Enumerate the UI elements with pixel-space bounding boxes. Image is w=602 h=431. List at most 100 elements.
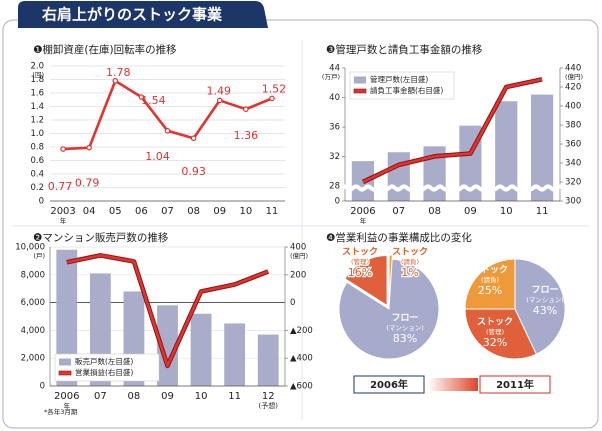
axis-break	[339, 184, 571, 192]
y-unit: (万戸)	[322, 73, 340, 81]
y2-unit: (億円)	[565, 72, 583, 81]
slice-subname: (管理)	[486, 327, 504, 336]
bar	[495, 101, 518, 201]
y-tick-label: 0.6	[30, 156, 44, 166]
y-unit: (回)	[32, 71, 44, 79]
bar	[190, 313, 212, 386]
y-unit: (戸)	[33, 252, 45, 260]
y-tick-label: 0	[335, 197, 340, 207]
legend-swatch	[353, 88, 367, 94]
y2-tick-label: 380	[565, 121, 581, 131]
x-tick-label: 2003	[50, 206, 75, 217]
bar	[224, 323, 246, 386]
y2-unit: (億円)	[290, 251, 308, 260]
y-tick-label: 0.8	[30, 143, 44, 153]
slice-value: 32%	[483, 336, 507, 349]
y-tick-label: 40	[329, 93, 340, 103]
y-tick-label: 4,000	[21, 326, 45, 336]
x-tick-label: 11	[266, 206, 279, 217]
y-tick-label: 32	[329, 152, 340, 162]
y-tick-label: 8,000	[21, 270, 45, 280]
slice-value: 1%	[401, 266, 418, 279]
legend-label: 営業損益(右目盛)	[75, 367, 133, 377]
y-tick-label: 0.4	[30, 170, 44, 180]
y-tick-label: 2.0	[30, 62, 44, 72]
y2-tick-label: 340	[565, 159, 581, 169]
marker	[190, 135, 197, 142]
x-tick-label: 08	[187, 206, 200, 217]
y-tick-label: 1.0	[30, 129, 44, 139]
slice-subname: (請負)	[401, 257, 419, 266]
data-label: 1.49	[206, 84, 231, 97]
chart-title: ❷マンション販売戸数の推移	[33, 231, 169, 244]
x-tick-label: 2006	[54, 391, 79, 402]
data-label: 1.78	[106, 66, 131, 79]
x-tick-label: 07	[94, 391, 107, 402]
legend-swatch	[58, 370, 72, 376]
y-tick-label: 36	[329, 123, 340, 133]
pie-slice	[464, 258, 516, 310]
y-tick-label: 6,000	[21, 298, 45, 308]
legend-label: 請負工事金額(右目盛)	[370, 85, 443, 95]
y-tick-label: 0.2	[30, 183, 44, 193]
header-title: 右肩上がりのストック事業	[42, 6, 223, 24]
slice-subname: (マンション)	[526, 296, 564, 304]
data-label: 1.52	[262, 82, 287, 95]
chart-title: ❸管理戸数と請負工事金額の推移	[326, 43, 483, 56]
slice-name: ストック	[342, 247, 378, 258]
slice-subname: (マンション)	[386, 324, 424, 332]
footnote: *各年3月期	[44, 407, 78, 416]
y2-tick-label: 300	[565, 197, 581, 207]
chart-title: ❶棚卸資産(在庫)回転率の推移	[33, 43, 177, 56]
y-tick-label: 28	[329, 182, 340, 192]
year-label: 2006年	[370, 378, 408, 391]
y2-tick-label: ▲400	[290, 354, 313, 364]
legend-box	[349, 71, 455, 100]
y-tick-label: 1.2	[30, 116, 44, 126]
bar	[530, 94, 554, 201]
y-tick-label: 0	[40, 382, 45, 392]
x-tick-label: 09	[464, 206, 477, 217]
pie-slice	[514, 258, 566, 355]
transition-bar	[428, 378, 478, 391]
y2-tick-label: 320	[565, 178, 581, 188]
chart-title: ❹営業利益の事業構成比の変化	[326, 231, 472, 244]
year-box	[479, 375, 551, 394]
x-tick-label: 09	[161, 391, 174, 402]
x-tick-label: 2006	[350, 206, 375, 217]
y-tick-label: 1.4	[30, 102, 44, 112]
data-label: 0.93	[181, 165, 206, 178]
y-tick-label: 44	[329, 64, 340, 74]
slice-name: フロー	[391, 314, 418, 324]
data-label: 1.36	[234, 129, 259, 142]
line	[362, 78, 543, 184]
year-box	[353, 375, 425, 394]
y2-tick-label: 0	[290, 298, 295, 308]
slice-name: ストック	[392, 247, 428, 258]
y-tick-label: 10,000	[15, 243, 45, 253]
slice-value: 16%	[348, 266, 372, 279]
marker	[112, 78, 119, 84]
slice-subname: (請負)	[481, 275, 499, 284]
slice-subname: (管理)	[351, 257, 369, 266]
y2-tick-label: 420	[565, 83, 581, 93]
pie-slice	[338, 258, 440, 360]
marker	[138, 94, 145, 100]
slice-name: ストック	[477, 317, 513, 328]
marker	[243, 106, 249, 113]
slice-value: 83%	[393, 332, 417, 345]
data-label: 0.79	[75, 177, 100, 190]
y-tick-label: 0	[39, 197, 44, 207]
y2-tick-label: 400	[290, 243, 306, 253]
pie-slice	[344, 254, 388, 307]
legend-label: 販売戸数(左目盛)	[75, 356, 133, 366]
x-tick-label: 11	[228, 391, 241, 402]
x-tick-label: 10	[500, 206, 513, 217]
y2-tick-label: ▲600	[290, 382, 313, 392]
x-tick-label: 12	[262, 391, 275, 402]
y-tick-label: 1.8	[30, 75, 44, 85]
data-label: 0.77	[48, 180, 73, 193]
marker	[164, 128, 171, 134]
x-tick-label: 07	[161, 206, 174, 217]
